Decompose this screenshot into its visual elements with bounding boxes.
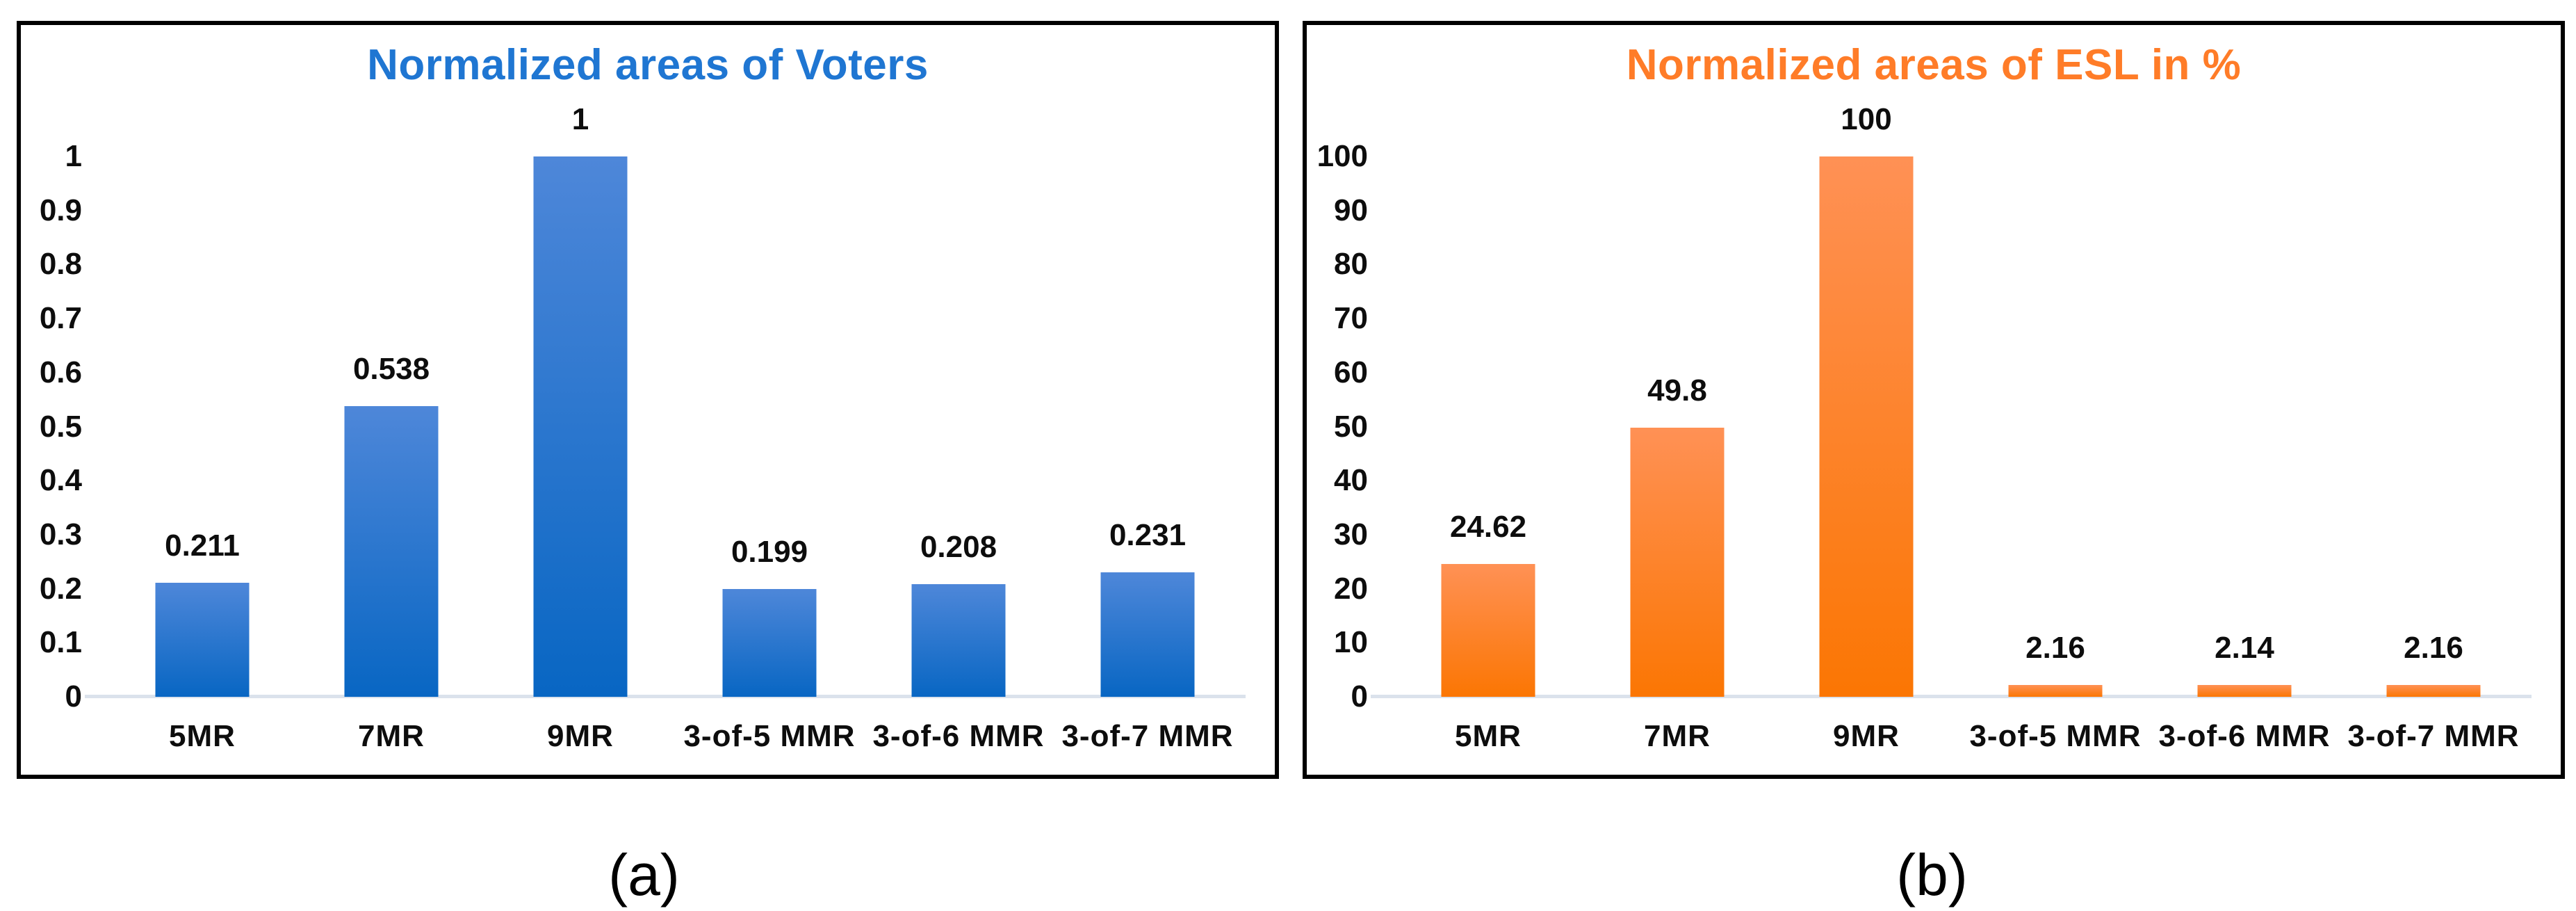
y-tick-label: 50	[1334, 409, 1368, 444]
y-axis-esl: 0 10 20 30 40 50 60 70 80 90 100	[1307, 139, 1368, 714]
data-label: 24.62	[1449, 509, 1527, 544]
y-tick-label: 90	[1334, 193, 1368, 227]
y-tick-label: 0.8	[39, 247, 82, 282]
y-tick-label: 30	[1334, 517, 1368, 551]
x-category-label: 9MR	[547, 719, 614, 753]
bar-slot: 2.16	[1961, 156, 2150, 697]
y-tick-label: 0.1	[39, 625, 82, 660]
bar-slot: 0.208	[864, 156, 1053, 697]
y-tick-label: 0.3	[39, 517, 82, 551]
bar-3-of-6 MMR	[2197, 685, 2292, 697]
bar-slot: 100	[1772, 102, 1961, 697]
y-tick-label: 40	[1334, 463, 1368, 498]
plot-area-voters: 0.211 0.538 1 0.199 0.208 0.231	[108, 102, 1242, 697]
bar-slot: 0.211	[108, 156, 297, 697]
bar-slot: 49.8	[1583, 156, 1772, 697]
bar-7MR	[1630, 428, 1725, 697]
x-category-label: 3-of-5 MMR	[1969, 719, 2142, 753]
y-tick-label: 0	[1351, 679, 1368, 714]
data-label: 100	[1841, 102, 1892, 136]
x-category-label: 7MR	[1644, 719, 1711, 753]
x-axis-baseline-esl	[1371, 695, 2532, 698]
plot-area-esl: 24.62 49.8 100 2.16 2.14 2.16	[1394, 102, 2528, 697]
bar-slot: 0.538	[297, 156, 486, 697]
y-tick-label: 70	[1334, 301, 1368, 336]
x-category-label: 3-of-6 MMR	[872, 719, 1045, 753]
x-category-label: 7MR	[358, 719, 425, 753]
caption-a: (a)	[608, 842, 680, 908]
x-category-label: 5MR	[169, 719, 236, 753]
y-tick-label: 0	[65, 679, 82, 714]
bar-7MR	[344, 405, 439, 697]
panels-row: Normalized areas of Voters 0 0.1 0.2 0.3 0.4…	[17, 21, 2565, 779]
bar-slot: 1	[486, 102, 675, 697]
bar-5MR	[1441, 563, 1535, 697]
bar-slot: 24.62	[1394, 156, 1583, 697]
y-tick-label: 0.9	[39, 193, 82, 227]
bar-5MR	[155, 583, 250, 697]
y-tick-label: 100	[1316, 139, 1368, 173]
x-category-label: 3-of-7 MMR	[1061, 719, 1234, 753]
y-tick-label: 0.6	[39, 355, 82, 389]
data-label: 0.208	[920, 530, 997, 565]
chart-title-esl: Normalized areas of ESL in %	[1626, 41, 2242, 89]
bar-slot: 0.231	[1053, 156, 1242, 697]
y-axis-voters: 0 0.1 0.2 0.3 0.4 0.5 0.6 0.7 0.8 0.9 1	[21, 139, 82, 714]
bar-3-of-7 MMR	[1100, 572, 1195, 697]
caption-b: (b)	[1896, 842, 1968, 908]
x-category-label: 3-of-7 MMR	[2347, 719, 2520, 753]
data-label: 0.538	[352, 351, 430, 386]
chart-title-voters: Normalized areas of Voters	[367, 41, 929, 89]
bar-9MR	[1819, 156, 1914, 697]
chart-panel-esl: Normalized areas of ESL in % 0 10 20 30 40 50…	[1303, 21, 2565, 779]
bar-3-of-5 MMR	[2008, 685, 2103, 697]
x-axis-baseline-voters	[85, 695, 1246, 698]
x-axis-labels-esl: 5MR 7MR 9MR 3-of-5 MMR 3-of-6 MMR 3-of-7 MMR	[1394, 719, 2528, 754]
data-label: 0.199	[731, 535, 808, 570]
x-category-label: 9MR	[1833, 719, 1900, 753]
data-label: 1	[571, 102, 589, 136]
bar-3-of-6 MMR	[911, 584, 1006, 697]
y-tick-label: 0.7	[39, 301, 82, 336]
x-category-label: 3-of-5 MMR	[683, 719, 856, 753]
chart-panel-voters: Normalized areas of Voters 0 0.1 0.2 0.3 0.4…	[17, 21, 1279, 779]
bar-slot: 0.199	[675, 156, 864, 697]
y-tick-label: 80	[1334, 247, 1368, 282]
data-label: 0.231	[1109, 517, 1187, 552]
y-tick-label: 60	[1334, 355, 1368, 389]
x-category-label: 3-of-6 MMR	[2158, 719, 2331, 753]
bar-3-of-5 MMR	[722, 589, 817, 697]
y-tick-label: 1	[65, 139, 82, 173]
data-label: 2.16	[2404, 631, 2463, 666]
data-label: 0.211	[165, 529, 240, 563]
captions-row: (a) (b)	[0, 840, 2576, 910]
data-label: 2.16	[2025, 631, 2085, 666]
bar-slot: 2.14	[2150, 156, 2339, 697]
bar-3-of-7 MMR	[2386, 685, 2481, 697]
bar-slot: 2.16	[2339, 156, 2528, 697]
x-axis-labels-voters: 5MR 7MR 9MR 3-of-5 MMR 3-of-6 MMR 3-of-7 MMR	[108, 719, 1242, 754]
y-tick-label: 0.2	[39, 571, 82, 606]
bar-9MR	[533, 156, 628, 697]
y-tick-label: 20	[1334, 571, 1368, 606]
y-tick-label: 0.5	[39, 409, 82, 444]
y-tick-label: 10	[1334, 625, 1368, 660]
data-label: 2.14	[2215, 631, 2274, 666]
y-tick-label: 0.4	[39, 463, 82, 498]
x-category-label: 5MR	[1455, 719, 1522, 753]
data-label: 49.8	[1647, 373, 1707, 408]
